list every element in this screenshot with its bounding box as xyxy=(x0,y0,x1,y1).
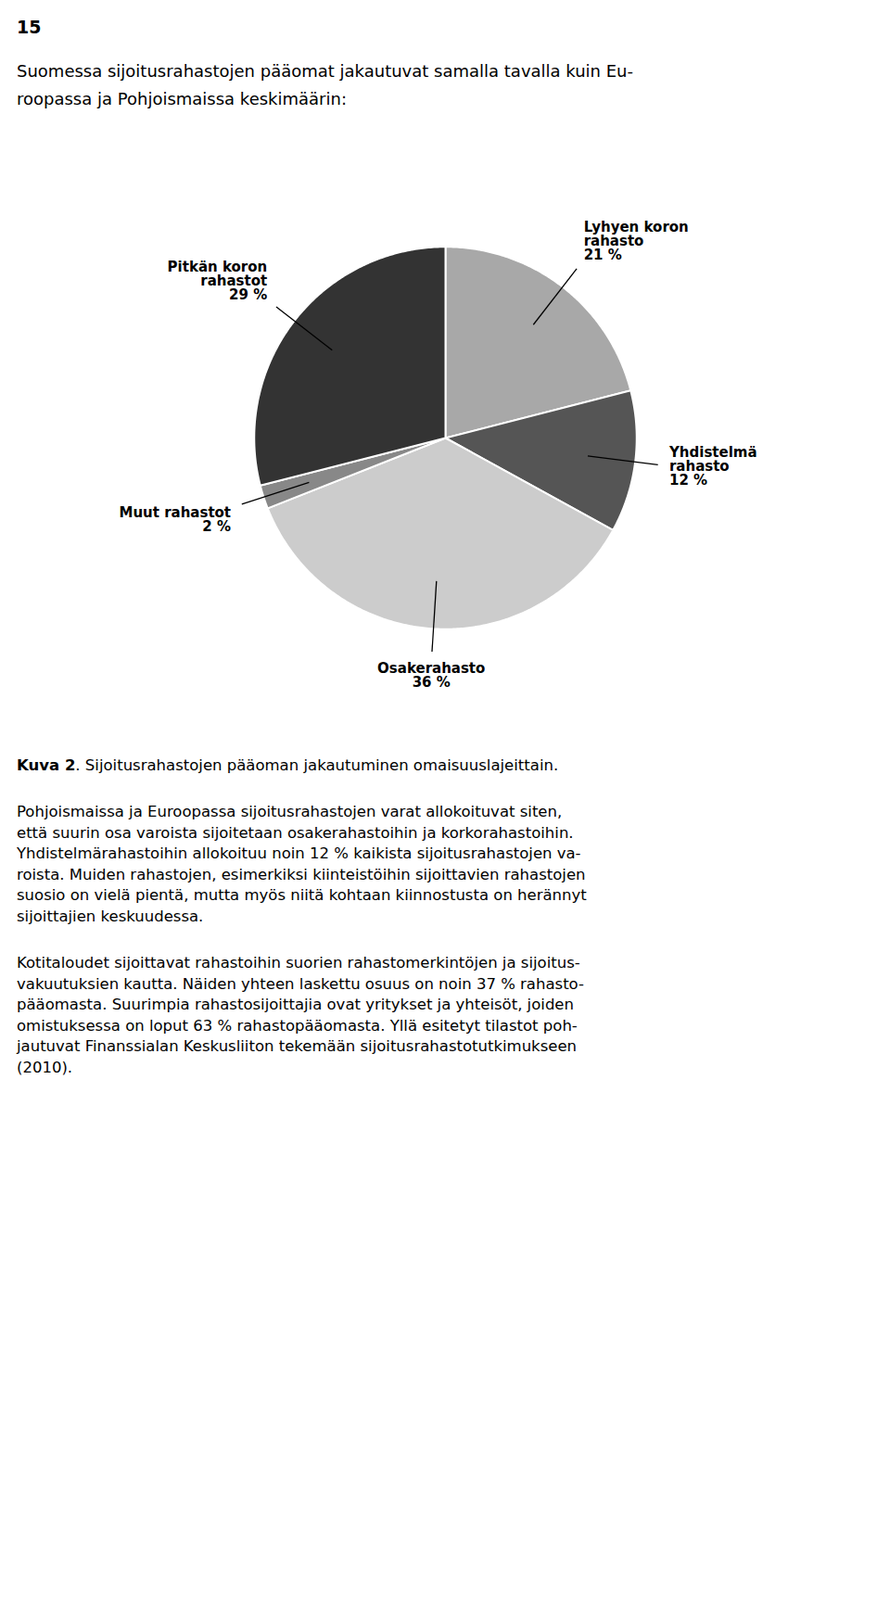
svg-text:Muut rahastot2 %: Muut rahastot2 % xyxy=(118,504,231,535)
html-text:roista. Muiden rahastojen, esi: roista. Muiden rahastojen, esimerkiksi k… xyxy=(16,865,586,884)
html-text:Kotitaloudet sijoittavat rahas: Kotitaloudet sijoittavat rahastoihin suo… xyxy=(16,953,581,972)
svg-text:Pitkän koronrahastot29 %: Pitkän koronrahastot29 % xyxy=(167,258,268,304)
html-text:suosio on vielä pientä, mutta: suosio on vielä pientä, mutta myös niitä… xyxy=(16,886,587,904)
svg-text:Lyhyen koronrahasto21 %: Lyhyen koronrahasto21 % xyxy=(584,218,689,264)
html-text:pääomasta. Suurimpia rahastosi: pääomasta. Suurimpia rahastosijoittajia … xyxy=(16,995,574,1014)
svg-text:Yhdistelmärahasto12 %: Yhdistelmärahasto12 % xyxy=(668,444,758,489)
svg-text:Osakerahasto36 %: Osakerahasto36 % xyxy=(377,660,485,691)
html-text:Kuva 2. Sijoitusrahastojen pää: Kuva 2. Sijoitusrahastojen pääoman jakau… xyxy=(16,756,559,775)
html-text:roopassa ja Pohjoismaissa kesk: roopassa ja Pohjoismaissa keskimäärin: xyxy=(16,89,347,109)
html-text:vakuutuksien kautta. Näiden yh: vakuutuksien kautta. Näiden yhteen laske… xyxy=(16,974,585,993)
html-text:sijoittajien keskuudessa.: sijoittajien keskuudessa. xyxy=(16,907,204,925)
html-text:omistuksessa on loput 63 % rah: omistuksessa on loput 63 % rahastopääoma… xyxy=(16,1016,578,1035)
html-text:Suomessa sijoitusrahastojen pä: Suomessa sijoitusrahastojen pääomat jaka… xyxy=(16,61,634,81)
html-text:Yhdistelmärahastoihin allokoit: Yhdistelmärahastoihin allokoituu noin 12… xyxy=(16,844,581,863)
html-text:että suurin osa varoista sijoi: että suurin osa varoista sijoitetaan osa… xyxy=(16,823,574,842)
html-text:(2010).: (2010). xyxy=(16,1058,73,1076)
html-text:jautuvat Finanssialan Keskusli: jautuvat Finanssialan Keskusliiton tekem… xyxy=(16,1037,577,1056)
html-text:Pohjoismaissa ja Euroopassa si: Pohjoismaissa ja Euroopassa sijoitusraha… xyxy=(16,802,562,821)
html-text:15: 15 xyxy=(16,16,42,38)
